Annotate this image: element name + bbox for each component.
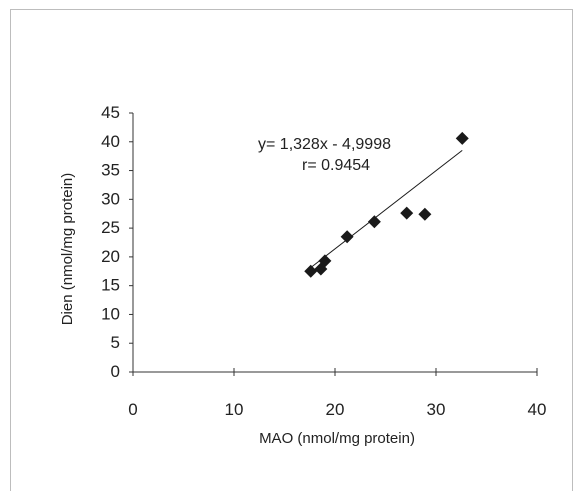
x-ticks-group: 0 10 20 30 40: [128, 368, 546, 419]
correlation-annotation: r= 0.9454: [302, 157, 370, 174]
y-tick-label: 20: [101, 247, 120, 266]
y-tick-label: 15: [101, 276, 120, 295]
data-point: [418, 208, 431, 221]
data-point: [368, 215, 381, 228]
x-axis-title: MAO (nmol/mg protein): [259, 430, 415, 447]
data-point: [341, 230, 354, 243]
x-tick-label: 40: [528, 400, 547, 419]
y-tick-label: 40: [101, 132, 120, 151]
y-ticks-group: 0 5 10 15 20 25 30 35 40 45: [101, 103, 133, 381]
y-tick-label: 5: [111, 333, 120, 352]
equation-annotation: y= 1,328x - 4,9998: [258, 136, 391, 153]
y-tick-label: 0: [111, 362, 120, 381]
y-tick-label: 30: [101, 189, 120, 208]
y-tick-label: 45: [101, 103, 120, 122]
data-points-group: [304, 132, 469, 278]
x-tick-label: 10: [225, 400, 244, 419]
x-tick-label: 30: [427, 400, 446, 419]
data-point: [400, 207, 413, 220]
y-tick-label: 25: [101, 218, 120, 237]
x-tick-label: 20: [326, 400, 345, 419]
x-tick-label: 0: [128, 400, 137, 419]
data-point: [456, 132, 469, 145]
y-axis-title: Dien (nmol/mg protein): [59, 173, 76, 326]
y-tick-label: 35: [101, 161, 120, 180]
y-tick-label: 10: [101, 304, 120, 323]
data-point: [304, 265, 317, 278]
